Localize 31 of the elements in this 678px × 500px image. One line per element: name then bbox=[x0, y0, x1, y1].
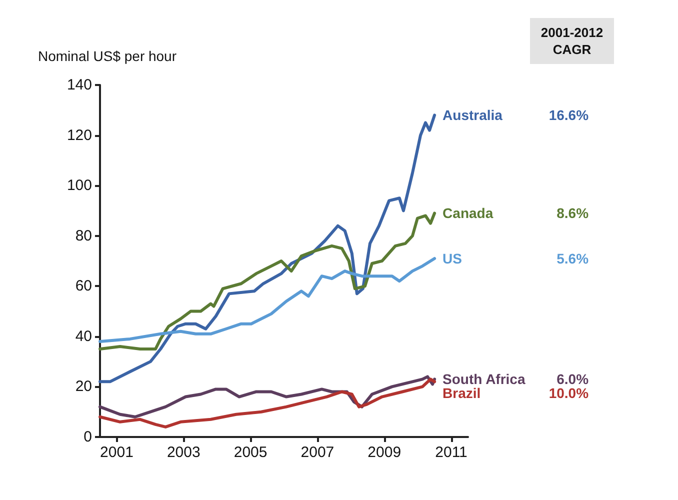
y-tick-label: 100 bbox=[66, 177, 92, 194]
text: 2001-2012 CAGR bbox=[540, 25, 604, 57]
y-tick-label: 120 bbox=[66, 126, 92, 144]
line-series bbox=[98, 256, 436, 343]
series-label: US bbox=[442, 250, 462, 266]
x-tick-label: 2003 bbox=[166, 444, 200, 461]
series-label: South Africa bbox=[442, 371, 526, 388]
y-tick-label: 140 bbox=[66, 76, 92, 94]
y-tick-label: 40 bbox=[75, 328, 92, 345]
text: 5.6% bbox=[556, 250, 590, 266]
x-tick-label: 2009 bbox=[368, 444, 402, 461]
series-label: Brazil bbox=[442, 385, 481, 402]
series-label: Australia bbox=[442, 107, 503, 124]
x-tick-label: 2005 bbox=[234, 444, 268, 461]
series-label: Canada bbox=[442, 205, 494, 222]
text: 8.6% bbox=[556, 205, 590, 222]
line-series bbox=[98, 212, 436, 350]
line-series bbox=[98, 375, 436, 418]
x-tick-label: 2001 bbox=[100, 444, 134, 461]
text: 16.6% bbox=[548, 107, 590, 124]
x-tick-label: 2007 bbox=[300, 444, 334, 461]
y-tick-label: 20 bbox=[75, 378, 92, 396]
y-tick-label: 0 bbox=[84, 428, 92, 446]
y-tick-label: 80 bbox=[75, 227, 92, 244]
y-axis-title: Nominal US$ per hour bbox=[38, 48, 177, 64]
text: 10.0% bbox=[548, 385, 590, 402]
line-series bbox=[98, 114, 436, 384]
line-series bbox=[98, 378, 436, 428]
text: 6.0% bbox=[556, 371, 590, 388]
x-tick-label: 2011 bbox=[435, 444, 468, 461]
y-tick-label: 60 bbox=[75, 278, 92, 295]
